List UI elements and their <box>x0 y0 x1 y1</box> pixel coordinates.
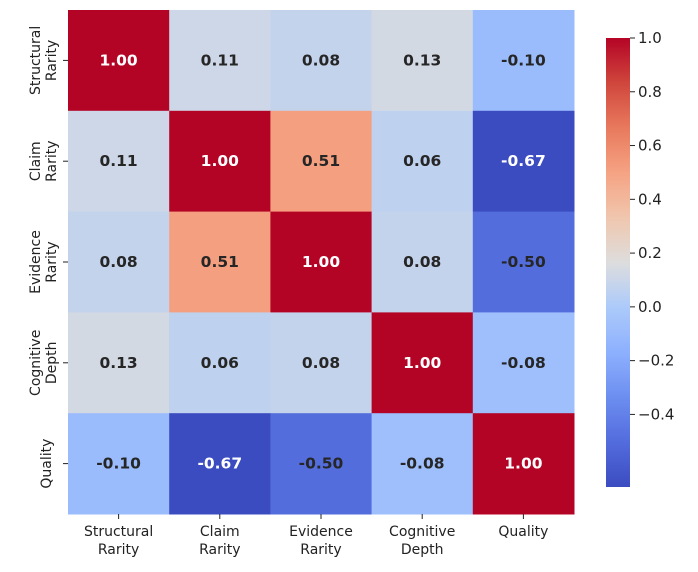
y-axis-tick-labels: StructuralRarity ClaimRarity EvidenceRarit… <box>28 26 68 489</box>
y-tick-label-3: CognitiveDepth <box>28 330 60 396</box>
heatmap-cell-r2-c4 <box>472 211 575 313</box>
cell-value-r2-c4: -0.50 <box>501 253 546 271</box>
cell-value-r3-c2: 0.08 <box>302 354 340 372</box>
heatmap-cell-r3-c2 <box>270 312 373 414</box>
heatmap-cell-r4-c0 <box>68 413 170 515</box>
cell-value-r3-c1: 0.06 <box>201 354 239 372</box>
heatmap-cell-r2-c1 <box>169 211 271 313</box>
heatmap-cell-r4-c3 <box>371 413 474 515</box>
cell-value-r1-c4: -0.67 <box>501 152 546 170</box>
heatmap-cell-r3-c1 <box>169 312 271 414</box>
cell-value-r3-c3: 1.00 <box>403 354 441 372</box>
cell-value-r0-c1: 0.11 <box>201 51 239 69</box>
heatmap-cell-r4-c1 <box>169 413 271 515</box>
x-tick-label-1: Claim Rarity <box>199 524 240 558</box>
y-tick-label-2: EvidenceRarity <box>28 230 60 294</box>
colorbar-tick-label-4: 0.2 <box>638 244 662 262</box>
x-tick-label-4: Quality <box>498 524 548 540</box>
colorbar-tick-label-3: 0.4 <box>638 190 662 208</box>
cell-value-r1-c2: 0.51 <box>302 152 340 170</box>
colorbar-tick-label-6: −0.2 <box>638 352 674 370</box>
cell-value-r2-c2: 1.00 <box>302 253 340 271</box>
heatmap-cell-r4-c2 <box>270 413 373 515</box>
heatmap-cell-r1-c0 <box>68 110 170 213</box>
y-tick-label-0: StructuralRarity <box>28 26 60 95</box>
cell-value-r0-c0: 1.00 <box>99 51 137 69</box>
colorbar-tick-label-0: 1.0 <box>638 29 662 47</box>
heatmap-cell-r0-c2 <box>270 10 373 112</box>
colorbar-tick-label-2: 0.6 <box>638 137 662 155</box>
heatmap-cell-r0-c1 <box>169 10 271 112</box>
heatmap-cell-r1-c4 <box>472 110 575 213</box>
y-tick-label-1: ClaimRarity <box>28 140 60 181</box>
heatmap-annotations: 1.00 0.11 0.08 0.13 -0.10 0.11 1.00 0.51 0.06 -0.… <box>96 51 546 472</box>
cell-value-r4-c1: -0.67 <box>197 455 242 473</box>
cell-value-r4-c4: 1.00 <box>504 455 542 473</box>
cell-value-r2-c0: 0.08 <box>99 253 137 271</box>
heatmap-cell-r1-c3 <box>371 110 474 213</box>
colorbar-tick-label-5: 0.0 <box>638 298 662 316</box>
heatmap-cell-r3-c0 <box>68 312 170 414</box>
heatmap-cell-r1-c1 <box>169 110 271 213</box>
cell-value-r4-c0: -0.10 <box>96 455 141 473</box>
cell-value-r1-c1: 1.00 <box>201 152 239 170</box>
cell-value-r3-c0: 0.13 <box>99 354 137 372</box>
heatmap-cell-r0-c3 <box>371 10 474 112</box>
cell-value-r4-c2: -0.50 <box>299 455 344 473</box>
heatmap-cell-r0-c4 <box>472 10 575 112</box>
heatmap-cell-r0-c0 <box>68 10 170 112</box>
heatmap-cell-r2-c3 <box>371 211 474 313</box>
cell-value-r0-c4: -0.10 <box>501 51 546 69</box>
x-tick-label-2: Evidence Rarity <box>289 524 353 558</box>
cell-value-r2-c1: 0.51 <box>201 253 239 271</box>
heatmap-cell-r4-c4 <box>472 413 575 515</box>
heatmap-cell-r3-c3 <box>371 312 474 414</box>
colorbar: 1.0 0.8 0.6 0.4 0.2 0.0 −0.2 −0.4 <box>606 29 674 487</box>
cell-value-r0-c3: 0.13 <box>403 51 441 69</box>
cell-value-r3-c4: -0.08 <box>501 354 546 372</box>
colorbar-tick-label-1: 0.8 <box>638 83 662 101</box>
cell-value-r4-c3: -0.08 <box>400 455 445 473</box>
heatmap-cell-r2-c0 <box>68 211 170 313</box>
x-tick-label-3: Cognitive Depth <box>389 524 455 558</box>
cell-value-r1-c3: 0.06 <box>403 152 441 170</box>
colorbar-gradient <box>606 38 630 487</box>
cell-value-r0-c2: 0.08 <box>302 51 340 69</box>
y-tick-label-4: Quality <box>39 439 55 489</box>
x-axis-tick-labels: Structural Rarity Claim Rarity Evidence Rarit… <box>84 514 548 558</box>
heatmap-cell-r3-c4 <box>472 312 575 414</box>
heatmap-cell-r1-c2 <box>270 110 373 213</box>
heatmap-cells <box>68 10 575 515</box>
colorbar-tick-label-7: −0.4 <box>638 405 674 423</box>
heatmap-cell-r2-c2 <box>270 211 373 313</box>
cell-value-r1-c0: 0.11 <box>99 152 137 170</box>
cell-value-r2-c3: 0.08 <box>403 253 441 271</box>
x-tick-label-0: Structural Rarity <box>84 524 153 558</box>
